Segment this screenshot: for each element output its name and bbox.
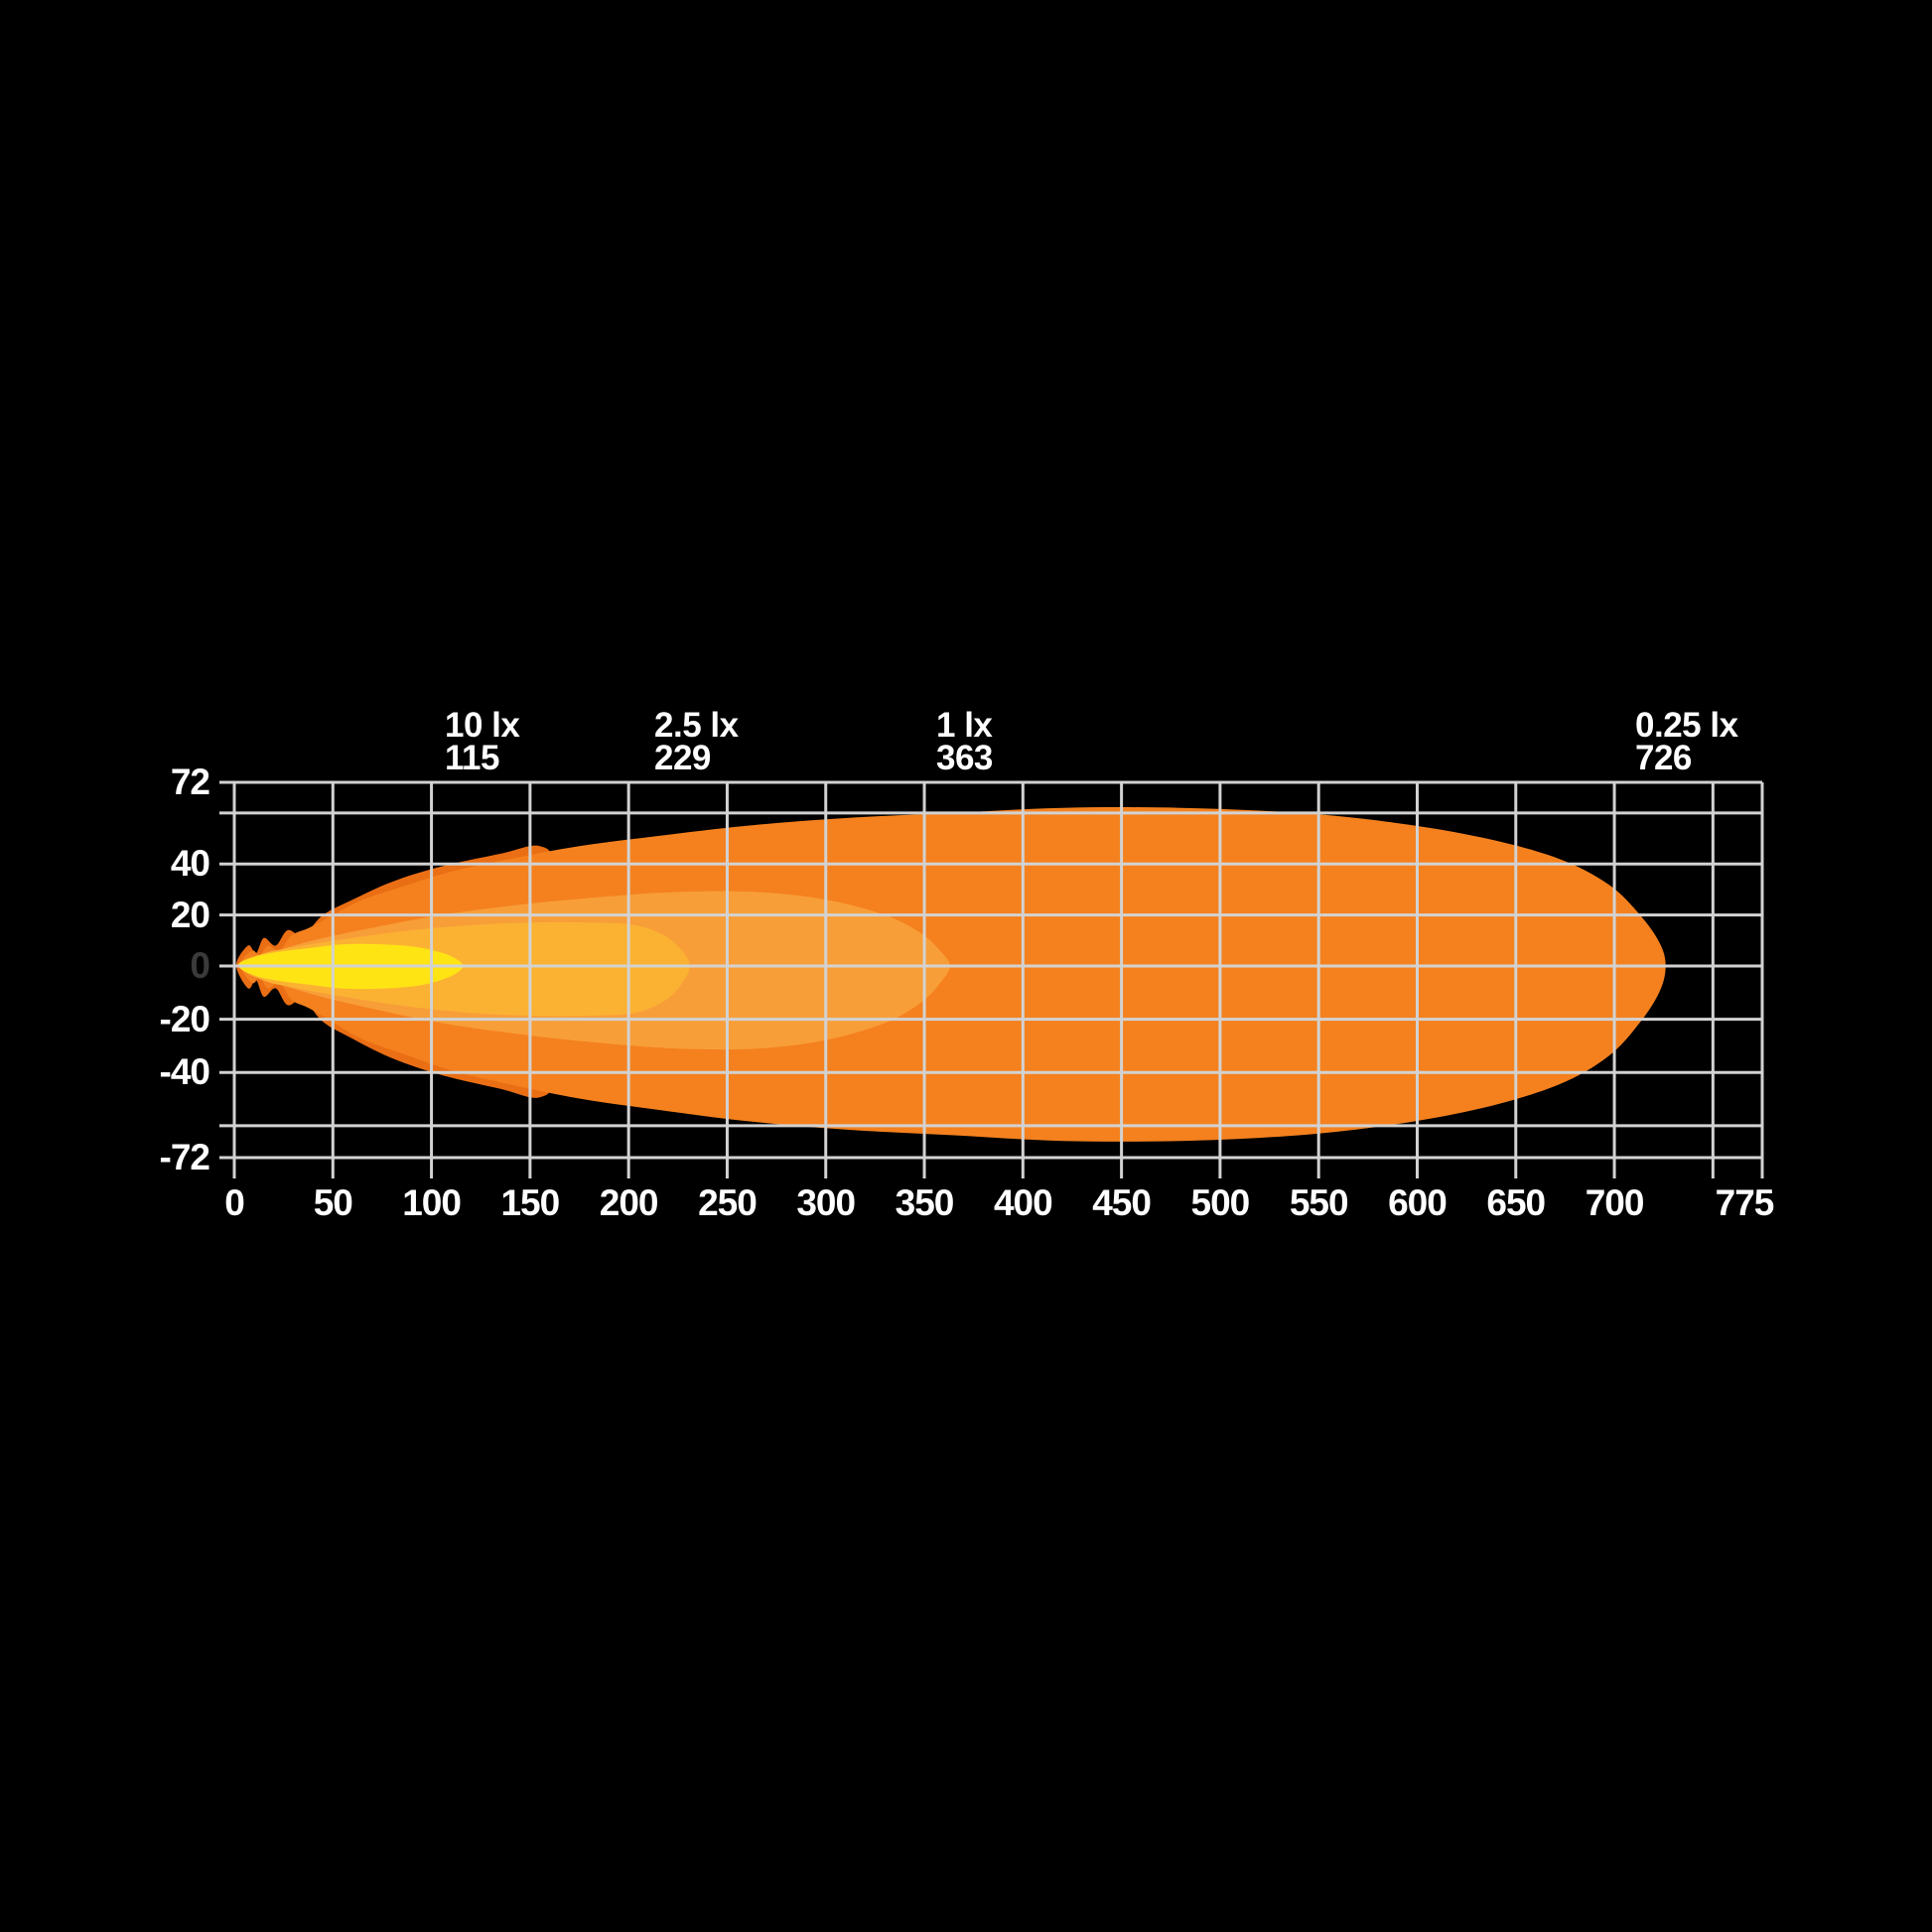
grid-lines bbox=[219, 780, 1764, 1178]
y-tick-label--40: -40 bbox=[159, 1051, 210, 1093]
x-tick-label-350: 350 bbox=[895, 1182, 955, 1223]
x-tick-label-200: 200 bbox=[599, 1182, 659, 1223]
x-tick-label-500: 500 bbox=[1190, 1182, 1251, 1223]
y-tick-label--20: -20 bbox=[159, 998, 210, 1039]
annotation-2-5lx: 2.5 lx 229 bbox=[654, 706, 739, 777]
annotation-0-25lx: 0.25 lx 726 bbox=[1635, 706, 1738, 777]
beam-contour-0-25-lx bbox=[240, 807, 1666, 1142]
annotation-distance-value: 363 bbox=[936, 739, 993, 777]
x-tick-label-250: 250 bbox=[698, 1182, 758, 1223]
x-tick-label-550: 550 bbox=[1289, 1182, 1349, 1223]
y-tick-label-72: 72 bbox=[170, 761, 210, 802]
annotation-1lx: 1 lx 363 bbox=[936, 706, 993, 777]
y-tick-label-40: 40 bbox=[170, 843, 210, 885]
annotation-lux-value: 0.25 lx bbox=[1635, 706, 1738, 745]
beam-contour-layers bbox=[236, 807, 1666, 1142]
x-tick-label-400: 400 bbox=[993, 1182, 1053, 1223]
x-tick-label-600: 600 bbox=[1388, 1182, 1448, 1223]
annotation-lux-value: 1 lx bbox=[936, 706, 993, 745]
annotation-lux-value: 10 lx bbox=[445, 706, 520, 745]
x-tick-label-650: 650 bbox=[1486, 1182, 1546, 1223]
annotation-distance-value: 115 bbox=[445, 739, 499, 777]
annotation-10lx: 10 lx 115 bbox=[445, 706, 520, 777]
x-tick-label-0: 0 bbox=[224, 1182, 245, 1223]
x-tick-label-300: 300 bbox=[796, 1182, 856, 1223]
x-tick-label-775: 775 bbox=[1715, 1182, 1775, 1223]
y-tick-label-20: 20 bbox=[170, 894, 210, 935]
x-tick-label-700: 700 bbox=[1585, 1182, 1645, 1223]
x-tick-label-450: 450 bbox=[1092, 1182, 1152, 1223]
x-tick-label-150: 150 bbox=[500, 1182, 560, 1223]
y-tick-label--72: -72 bbox=[159, 1137, 210, 1177]
y-tick-label-0: 0 bbox=[190, 945, 210, 986]
annotation-lux-value: 2.5 lx bbox=[654, 706, 739, 745]
annotation-distance-value: 229 bbox=[654, 739, 711, 777]
annotation-distance-value: 726 bbox=[1635, 739, 1692, 777]
x-tick-label-50: 50 bbox=[313, 1182, 353, 1223]
x-tick-label-100: 100 bbox=[402, 1182, 462, 1223]
